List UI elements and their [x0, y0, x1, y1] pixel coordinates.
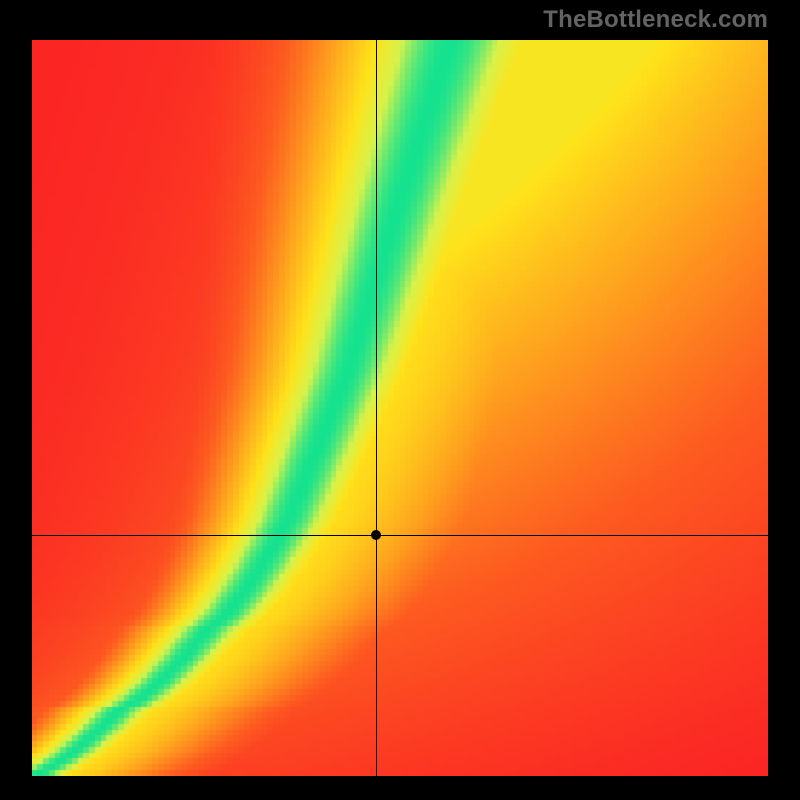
- outer-frame: TheBottleneck.com: [0, 0, 800, 800]
- crosshair-marker: [371, 530, 381, 540]
- crosshair-vertical: [376, 40, 377, 776]
- heatmap-canvas: [32, 40, 768, 776]
- crosshair-horizontal: [32, 535, 768, 536]
- heatmap-plot: [32, 40, 768, 776]
- watermark-text: TheBottleneck.com: [543, 6, 768, 34]
